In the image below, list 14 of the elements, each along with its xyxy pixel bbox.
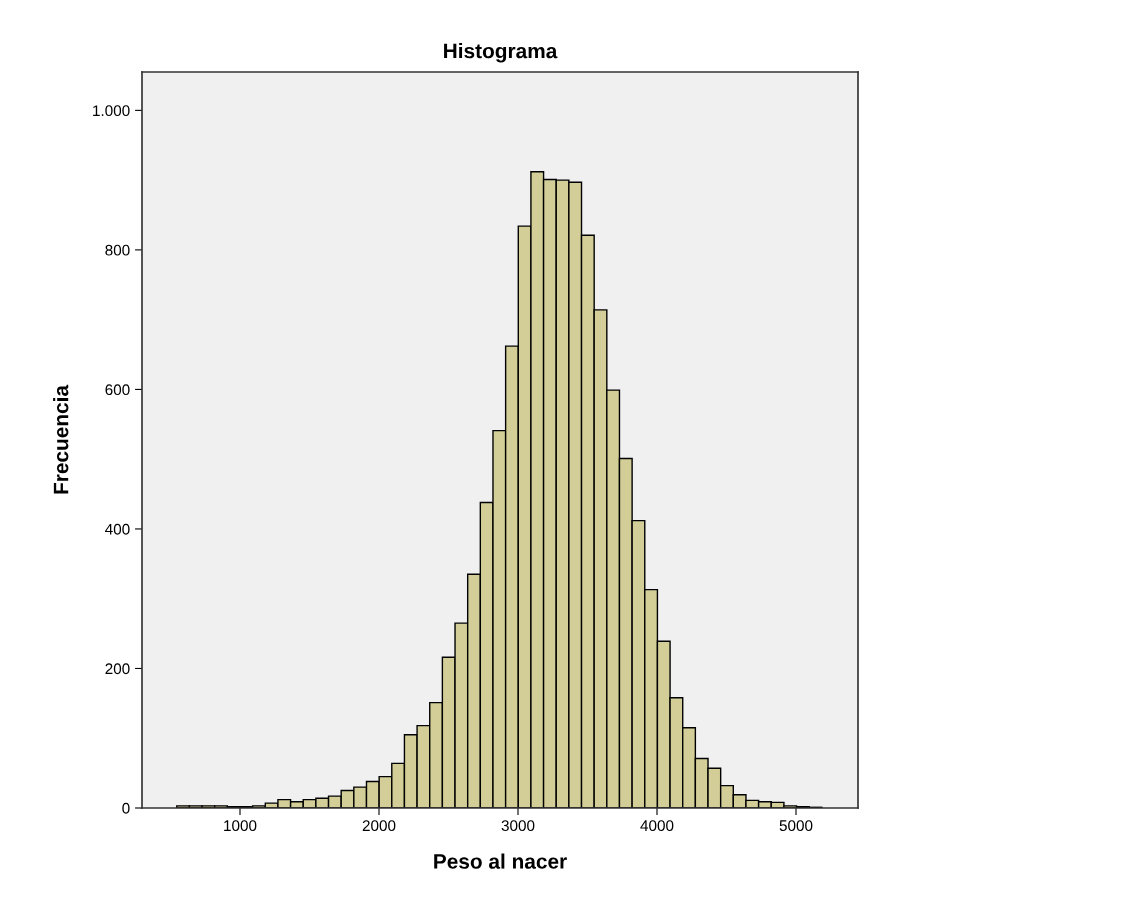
x-tick-label: 3000 (501, 820, 535, 832)
x-tick-label: 5000 (779, 820, 813, 832)
x-tick-label: 4000 (640, 820, 674, 832)
y-tick-label: 0 (122, 802, 130, 814)
y-tick-label: 400 (105, 523, 130, 535)
y-tick-label: 200 (105, 663, 130, 675)
y-tick-label: 800 (105, 244, 130, 256)
x-axis-title: Peso al nacer (434, 853, 567, 869)
y-axis-title: Frecuencia (53, 384, 69, 494)
x-tick-label: 2000 (362, 820, 396, 832)
x-tick-label: 1000 (224, 820, 257, 832)
y-tick-label: 600 (105, 384, 130, 396)
chart-title: Histograma (444, 43, 558, 63)
y-tick-label: 1.000 (93, 105, 130, 117)
